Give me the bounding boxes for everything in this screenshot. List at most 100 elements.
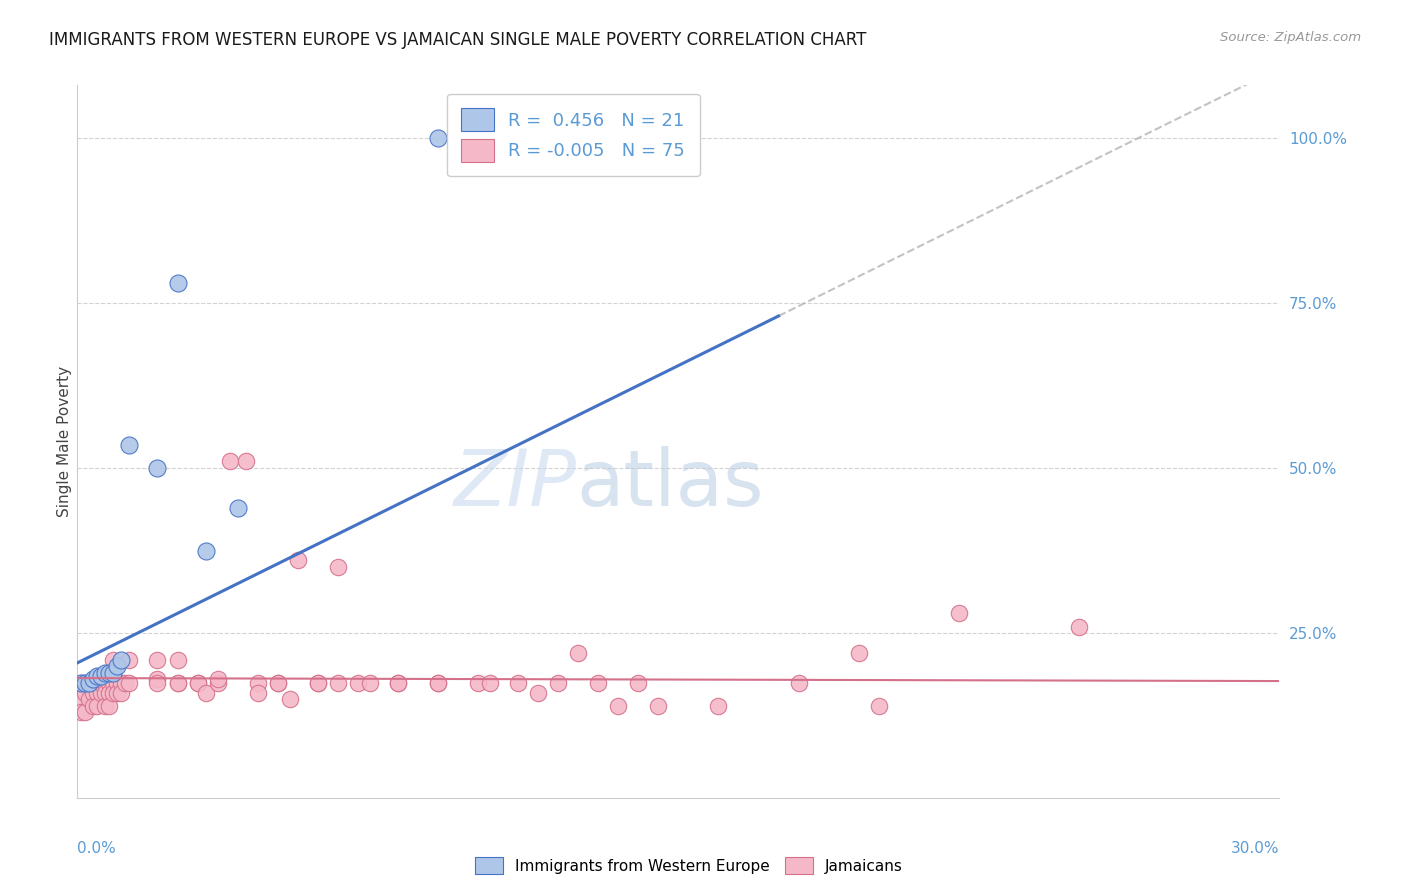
Point [787, 675, 810, 690]
Point [90, 669, 112, 683]
Point [218, 454, 240, 468]
Legend: Immigrants from Western Europe, Jamaicans: Immigrants from Western Europe, Jamaican… [470, 851, 908, 880]
Point [278, 692, 301, 706]
Point [607, 698, 630, 713]
Point [75, 675, 97, 690]
Text: ZIP: ZIP [453, 446, 576, 523]
Point [146, 652, 169, 666]
Point [207, 675, 229, 690]
Point [107, 675, 129, 690]
Point [70, 692, 93, 706]
Point [547, 675, 569, 690]
Point [118, 438, 141, 452]
Point [82, 675, 104, 690]
Point [326, 675, 349, 690]
Point [94, 665, 117, 680]
Point [207, 673, 229, 687]
Point [194, 543, 217, 558]
Text: atlas: atlas [576, 446, 763, 523]
Point [166, 675, 188, 690]
Point [486, 130, 509, 145]
Point [166, 276, 188, 290]
Point [508, 675, 530, 690]
Text: IMMIGRANTS FROM WESTERN EUROPE VS JAMAICAN SINGLE MALE POVERTY CORRELATION CHART: IMMIGRANTS FROM WESTERN EUROPE VS JAMAIC… [49, 31, 866, 49]
Point [479, 675, 502, 690]
Point [114, 675, 136, 690]
Point [79, 692, 101, 706]
Point [707, 698, 730, 713]
Point [187, 675, 209, 690]
Point [307, 675, 329, 690]
Point [107, 659, 129, 673]
Point [427, 675, 450, 690]
Point [103, 652, 125, 666]
Point [607, 130, 630, 145]
Point [267, 675, 290, 690]
Point [267, 675, 290, 690]
Point [90, 685, 112, 699]
Point [107, 685, 129, 699]
Point [82, 698, 104, 713]
Point [458, 130, 481, 145]
Point [166, 675, 188, 690]
Point [86, 669, 108, 683]
Point [948, 607, 970, 621]
Point [627, 675, 650, 690]
Point [103, 675, 125, 690]
Point [359, 675, 381, 690]
Point [307, 675, 329, 690]
Point [187, 675, 209, 690]
Point [94, 698, 117, 713]
Point [427, 130, 450, 145]
Point [226, 500, 249, 515]
Text: 30.0%: 30.0% [1232, 841, 1279, 856]
Point [194, 685, 217, 699]
Point [287, 553, 309, 567]
Point [110, 675, 132, 690]
Point [118, 652, 141, 666]
Point [146, 675, 169, 690]
Point [75, 675, 97, 690]
Point [326, 560, 349, 574]
Point [79, 675, 101, 690]
Point [527, 685, 550, 699]
Point [70, 675, 93, 690]
Point [538, 130, 561, 145]
Point [647, 698, 669, 713]
Point [90, 675, 112, 690]
Y-axis label: Single Male Poverty: Single Male Poverty [56, 366, 72, 517]
Point [1069, 619, 1091, 633]
Point [70, 706, 93, 720]
Point [588, 675, 610, 690]
Point [98, 675, 121, 690]
Point [94, 685, 117, 699]
Point [848, 646, 870, 660]
Point [146, 461, 169, 475]
Text: Source: ZipAtlas.com: Source: ZipAtlas.com [1220, 31, 1361, 45]
Point [110, 652, 132, 666]
Point [146, 673, 169, 687]
Point [387, 675, 409, 690]
Point [75, 685, 97, 699]
Text: 0.0%: 0.0% [77, 841, 117, 856]
Point [98, 698, 121, 713]
Point [86, 675, 108, 690]
Point [166, 652, 188, 666]
Point [427, 675, 450, 690]
Point [86, 685, 108, 699]
Point [246, 685, 269, 699]
Point [79, 675, 101, 690]
Point [235, 454, 257, 468]
Point [86, 698, 108, 713]
Point [82, 673, 104, 687]
Point [246, 675, 269, 690]
Point [75, 706, 97, 720]
Point [347, 675, 370, 690]
Point [103, 685, 125, 699]
Point [94, 675, 117, 690]
Point [79, 675, 101, 690]
Point [110, 685, 132, 699]
Point [467, 675, 489, 690]
Point [70, 675, 93, 690]
Point [98, 685, 121, 699]
